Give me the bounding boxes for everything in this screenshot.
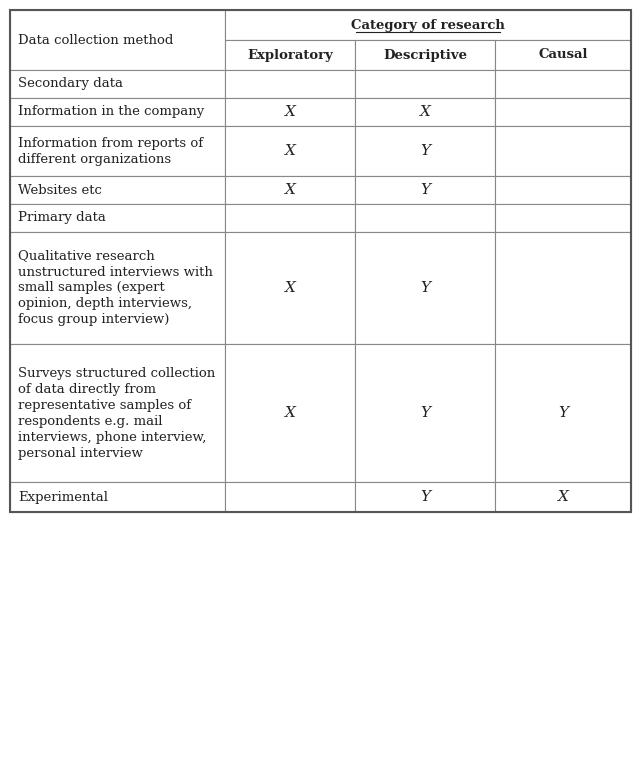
Text: Y: Y xyxy=(420,281,430,295)
Bar xyxy=(225,98,355,126)
Bar xyxy=(10,232,225,344)
Bar xyxy=(10,204,225,232)
Bar xyxy=(10,10,631,512)
Bar xyxy=(355,40,495,70)
Text: Descriptive: Descriptive xyxy=(383,49,467,61)
Bar xyxy=(225,40,355,70)
Bar xyxy=(495,232,631,344)
Bar xyxy=(10,10,225,70)
Text: Information from reports of: Information from reports of xyxy=(18,136,203,150)
Bar xyxy=(495,98,631,126)
Bar xyxy=(495,40,631,70)
Bar xyxy=(225,70,355,98)
Text: Information in the company: Information in the company xyxy=(18,105,204,119)
Bar xyxy=(355,126,495,176)
Bar xyxy=(225,10,631,40)
Text: Primary data: Primary data xyxy=(18,212,106,225)
Bar xyxy=(225,176,355,204)
Text: respondents e.g. mail: respondents e.g. mail xyxy=(18,415,163,428)
Bar xyxy=(10,70,225,98)
Bar xyxy=(10,126,225,176)
Text: Experimental: Experimental xyxy=(18,491,108,504)
Text: personal interview: personal interview xyxy=(18,446,143,460)
Bar xyxy=(10,98,225,126)
Bar xyxy=(495,482,631,512)
Text: Causal: Causal xyxy=(538,49,588,61)
Text: Qualitative research: Qualitative research xyxy=(18,250,154,263)
Bar xyxy=(495,126,631,176)
Text: X: X xyxy=(558,490,569,504)
Text: Category of research: Category of research xyxy=(351,19,505,32)
Text: Y: Y xyxy=(558,406,568,420)
Text: of data directly from: of data directly from xyxy=(18,383,156,395)
Text: Secondary data: Secondary data xyxy=(18,78,123,91)
Bar xyxy=(225,126,355,176)
Text: Surveys structured collection: Surveys structured collection xyxy=(18,367,215,380)
Bar xyxy=(355,482,495,512)
Bar xyxy=(495,344,631,482)
Bar xyxy=(495,204,631,232)
Text: Y: Y xyxy=(420,490,430,504)
Bar xyxy=(225,232,355,344)
Text: Y: Y xyxy=(420,406,430,420)
Text: Data collection method: Data collection method xyxy=(18,33,173,46)
Bar xyxy=(355,176,495,204)
Text: X: X xyxy=(285,281,296,295)
Text: focus group interview): focus group interview) xyxy=(18,314,169,326)
Bar xyxy=(495,70,631,98)
Bar xyxy=(225,482,355,512)
Bar xyxy=(225,204,355,232)
Bar xyxy=(355,344,495,482)
Text: different organizations: different organizations xyxy=(18,153,171,166)
Text: X: X xyxy=(285,183,296,197)
Bar xyxy=(355,70,495,98)
Text: Websites etc: Websites etc xyxy=(18,184,102,197)
Bar xyxy=(225,344,355,482)
Text: X: X xyxy=(285,144,296,158)
Bar xyxy=(10,344,225,482)
Text: X: X xyxy=(420,105,431,119)
Bar xyxy=(10,482,225,512)
Text: opinion, depth interviews,: opinion, depth interviews, xyxy=(18,298,192,311)
Bar xyxy=(495,176,631,204)
Text: unstructured interviews with: unstructured interviews with xyxy=(18,266,213,278)
Bar xyxy=(10,176,225,204)
Text: Y: Y xyxy=(420,144,430,158)
Text: X: X xyxy=(285,105,296,119)
Text: interviews, phone interview,: interviews, phone interview, xyxy=(18,430,206,443)
Text: Exploratory: Exploratory xyxy=(247,49,333,61)
Text: small samples (expert: small samples (expert xyxy=(18,281,165,294)
Bar xyxy=(355,232,495,344)
Text: Y: Y xyxy=(420,183,430,197)
Text: X: X xyxy=(285,406,296,420)
Text: representative samples of: representative samples of xyxy=(18,398,191,412)
Bar xyxy=(355,98,495,126)
Bar xyxy=(355,204,495,232)
